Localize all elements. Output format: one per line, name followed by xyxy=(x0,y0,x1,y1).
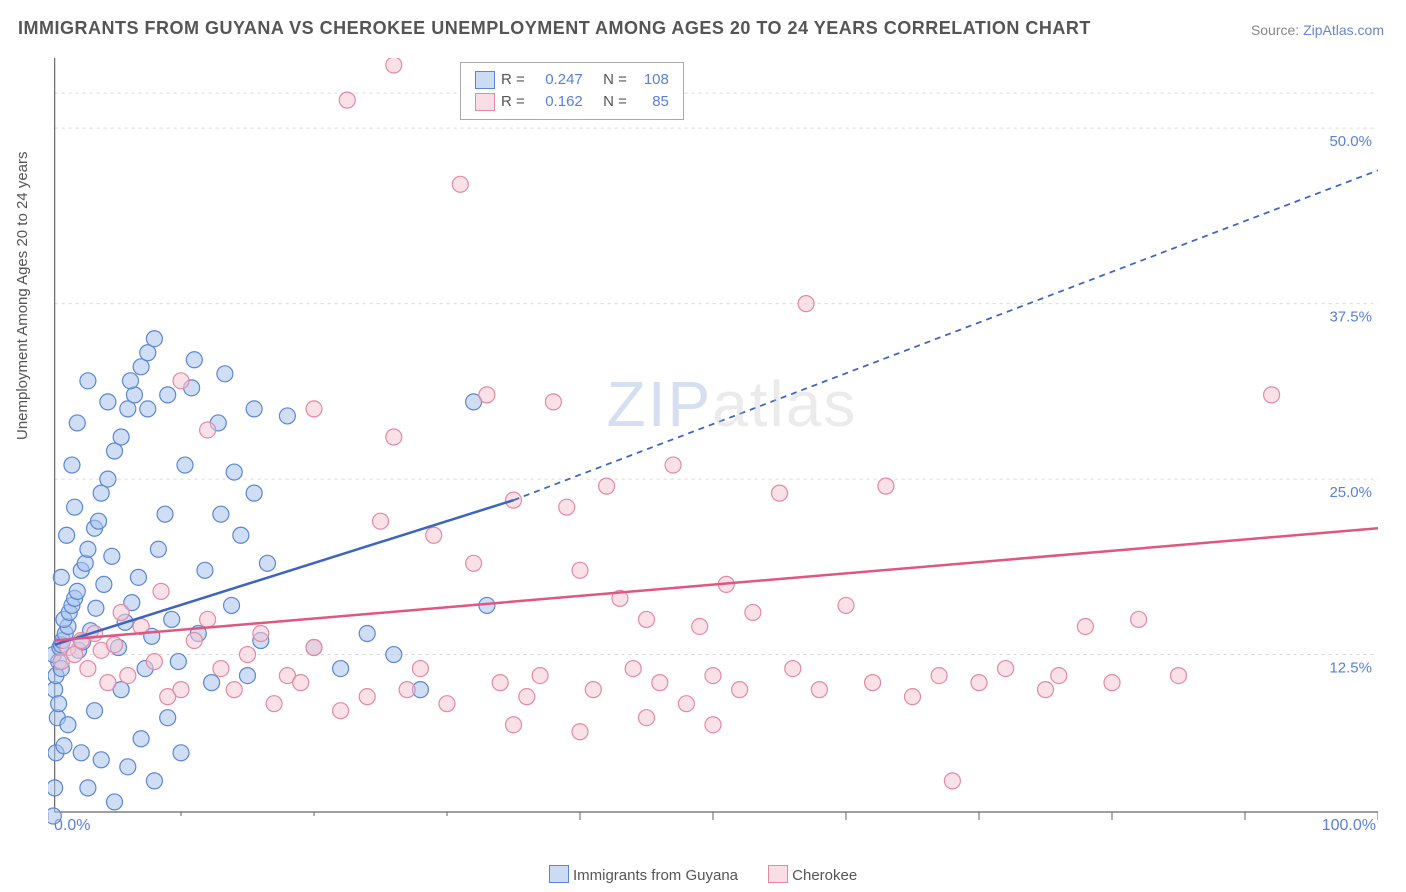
source-label: Source: ZipAtlas.com xyxy=(1251,22,1384,38)
source-link[interactable]: ZipAtlas.com xyxy=(1303,22,1384,38)
svg-text:12.5%: 12.5% xyxy=(1329,660,1372,677)
svg-text:25.0%: 25.0% xyxy=(1329,484,1372,501)
svg-text:100.0%: 100.0% xyxy=(1322,817,1376,830)
chart-title: IMMIGRANTS FROM GUYANA VS CHEROKEE UNEMP… xyxy=(18,18,1091,39)
legend-box: R =0.247 N =108R =0.162 N =85 xyxy=(460,62,684,120)
scatter-plot-svg: 12.5%25.0%37.5%50.0%0.0%100.0% xyxy=(48,58,1378,830)
x-legend: Immigrants from Guyana Cherokee xyxy=(0,865,1406,884)
svg-text:37.5%: 37.5% xyxy=(1329,309,1372,326)
correlation-chart: IMMIGRANTS FROM GUYANA VS CHEROKEE UNEMP… xyxy=(0,0,1406,892)
y-axis-label: Unemployment Among Ages 20 to 24 years xyxy=(14,151,31,440)
svg-text:50.0%: 50.0% xyxy=(1329,133,1372,150)
